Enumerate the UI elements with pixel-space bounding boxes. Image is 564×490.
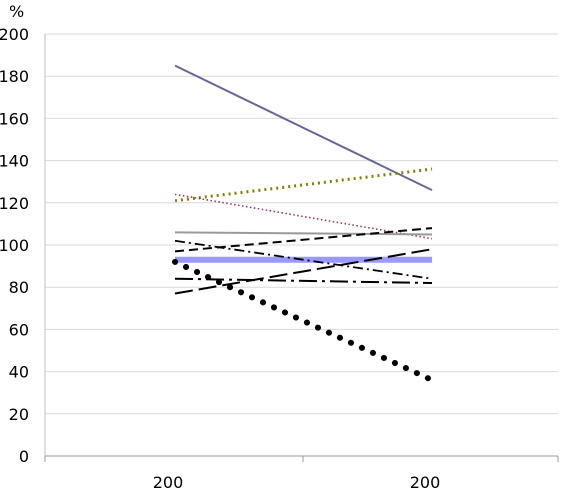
series-line-4	[174, 231, 433, 236]
x-tick-label: 200	[410, 473, 441, 490]
y-axis-label: %	[9, 2, 24, 21]
y-tick-label: 20	[9, 405, 29, 424]
series-line-9	[174, 277, 433, 284]
y-tick-label: 0	[19, 447, 29, 466]
series-line-2	[174, 167, 433, 203]
series-line-8	[174, 248, 433, 295]
y-tick-label: 120	[0, 194, 29, 213]
y-tick-label: 180	[0, 67, 29, 86]
series-line-6	[174, 227, 433, 253]
y-tick-label: 200	[0, 25, 29, 44]
y-tick-label: 40	[9, 363, 29, 382]
series-line-10	[172, 258, 435, 384]
y-tick-label: 100	[0, 236, 29, 255]
series-line-7	[174, 239, 433, 280]
y-tick-label: 60	[9, 320, 29, 339]
series-line-1	[174, 64, 433, 192]
y-tick-label: 140	[0, 152, 29, 171]
y-tick-label: 80	[9, 278, 29, 297]
x-tick-label: 200	[153, 473, 184, 490]
y-tick-label: 160	[0, 109, 29, 128]
